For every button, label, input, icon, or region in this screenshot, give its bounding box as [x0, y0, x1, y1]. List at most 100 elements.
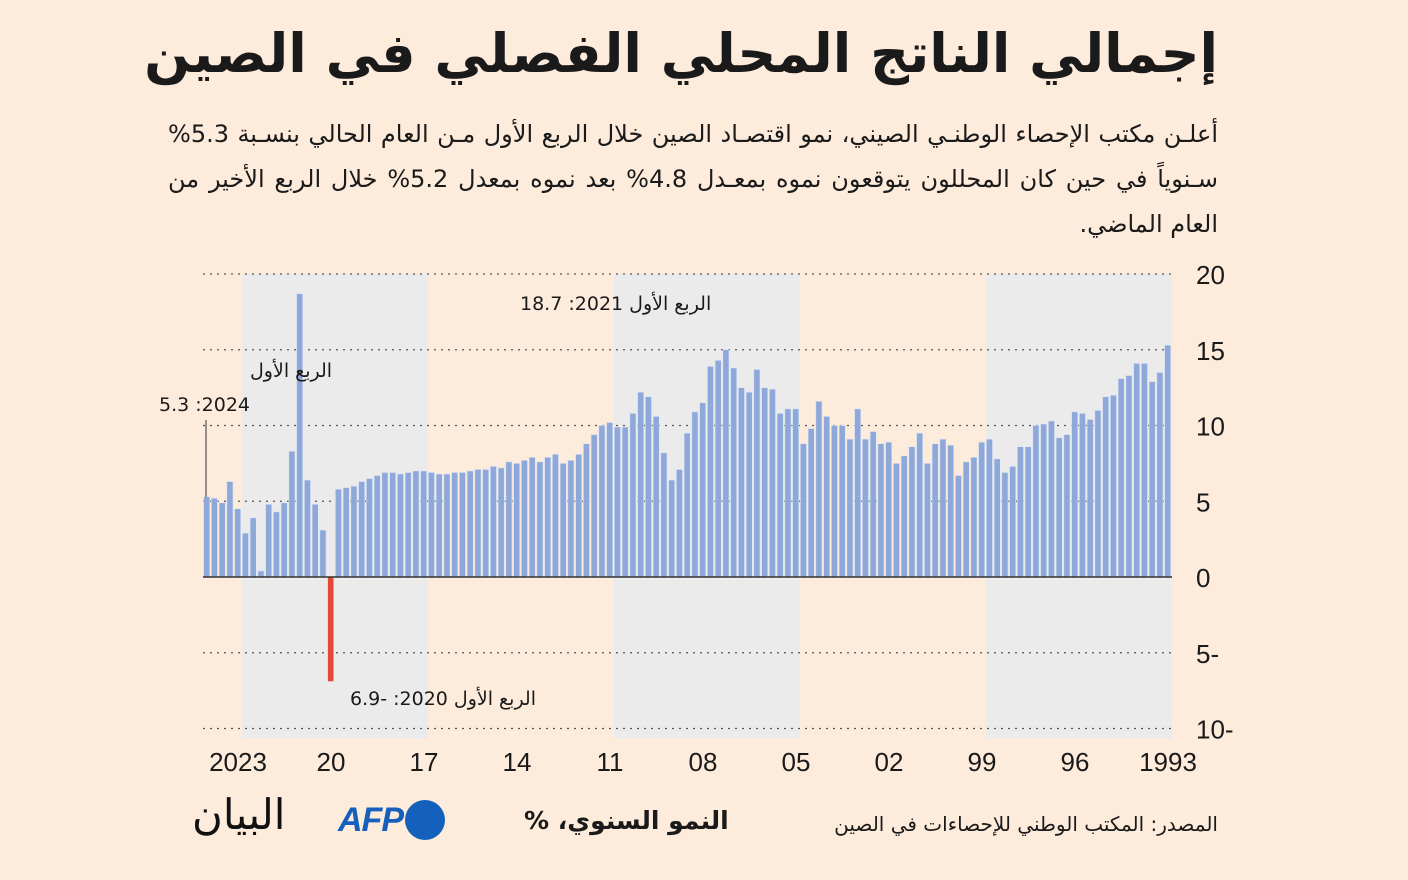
bar: [962, 461, 970, 578]
bar: [714, 360, 722, 578]
bar: [443, 473, 451, 578]
bar: [273, 511, 280, 578]
y-tick-label: 10-: [1196, 715, 1234, 745]
latest-annotation-line1: الربع الأول: [250, 359, 332, 382]
bar: [265, 503, 273, 578]
bar: [482, 469, 490, 578]
subtitle: أعلـن مكتب الإحصاء الوطنـي الصيني، نمو ا…: [168, 120, 1219, 238]
bar: [614, 426, 621, 578]
bar: [412, 470, 420, 578]
x-tick-label: 02: [875, 747, 904, 777]
bar: [629, 413, 637, 578]
bar: [1133, 363, 1141, 578]
bar: [428, 472, 435, 578]
bar: [838, 425, 846, 578]
x-tick-label: 2023: [209, 747, 267, 777]
bar: [583, 443, 590, 578]
bar: [404, 472, 412, 578]
y-tick-label: 0: [1196, 563, 1210, 593]
source-note: المصدر: المكتب الوطني للإحصاءات في الصين: [834, 812, 1218, 836]
shaded-band: [241, 274, 428, 739]
unit-label: النمو السنوي، %: [524, 806, 729, 835]
bar: [676, 469, 683, 578]
bar: [722, 349, 730, 578]
x-tick-label: 1993: [1139, 747, 1197, 777]
bar: [691, 411, 699, 578]
bar: [931, 443, 939, 578]
bar: [280, 502, 288, 578]
bar: [575, 453, 583, 578]
bar: [598, 425, 606, 578]
x-tick-label: 14: [503, 747, 532, 777]
bar: [1001, 472, 1009, 578]
y-tick-label: 20: [1196, 260, 1225, 290]
peak-annotation: الربع الأول 2021: 18.7: [520, 292, 711, 315]
bar: [319, 529, 327, 578]
bar: [645, 396, 652, 578]
shaded-band: [985, 274, 1172, 739]
bar: [707, 366, 714, 578]
bar: [528, 457, 536, 578]
bar: [745, 391, 753, 578]
bar: [668, 479, 676, 578]
bar: [1141, 363, 1148, 578]
bar: [800, 443, 807, 578]
bar: [497, 467, 505, 578]
bar: [257, 570, 265, 578]
bar: [1148, 381, 1156, 578]
bar: [226, 481, 234, 578]
bar: [621, 426, 629, 578]
bar: [885, 441, 893, 578]
bar: [862, 438, 869, 578]
bar: [660, 452, 668, 578]
bar: [955, 475, 962, 578]
bar: [242, 532, 249, 578]
y-tick-label: 15: [1196, 336, 1225, 366]
shaded-band: [613, 274, 800, 739]
afp-logo: AFP: [338, 800, 445, 840]
bar: [831, 425, 838, 578]
bar: [474, 469, 482, 578]
bar: [939, 438, 947, 578]
bar: [924, 463, 931, 578]
bar: [699, 402, 707, 578]
trough-annotation: الربع الأول 2020: -6.9: [350, 687, 536, 710]
afp-dot-icon: [405, 800, 445, 840]
bar: [1055, 437, 1063, 578]
x-tick-label: 99: [968, 747, 997, 777]
bar: [536, 461, 544, 578]
bar: [854, 408, 862, 578]
bar: [544, 457, 552, 578]
bar: [490, 466, 497, 578]
bar: [350, 485, 358, 578]
afp-logo-text: AFP: [338, 800, 404, 839]
bar: [1086, 419, 1094, 578]
bar: [304, 479, 311, 578]
bar: [1164, 344, 1172, 578]
bar: [1125, 375, 1133, 578]
bar: [288, 450, 296, 578]
bar: [397, 473, 404, 578]
y-tick-label: 5-: [1196, 639, 1219, 669]
bar: [1156, 372, 1164, 578]
bar: [335, 488, 342, 578]
bar: [1079, 413, 1086, 578]
bar: [435, 473, 443, 578]
bar: [552, 453, 559, 578]
bar: [769, 388, 776, 578]
bar: [311, 503, 319, 578]
bar: [730, 367, 738, 578]
bar: [1063, 434, 1071, 578]
bar: [420, 470, 428, 578]
x-tick-label: 05: [782, 747, 811, 777]
bar: [683, 432, 691, 578]
bar: [893, 463, 900, 578]
bar: [1024, 446, 1032, 578]
bar: [296, 293, 304, 578]
bar: [637, 391, 645, 578]
bar: [389, 472, 397, 578]
bar: [1048, 420, 1055, 578]
albayan-logo: البيان: [192, 790, 286, 839]
bar: [1040, 423, 1048, 578]
page-title: إجمالي الناتج المحلي الفصلي في الصين: [144, 22, 1219, 85]
